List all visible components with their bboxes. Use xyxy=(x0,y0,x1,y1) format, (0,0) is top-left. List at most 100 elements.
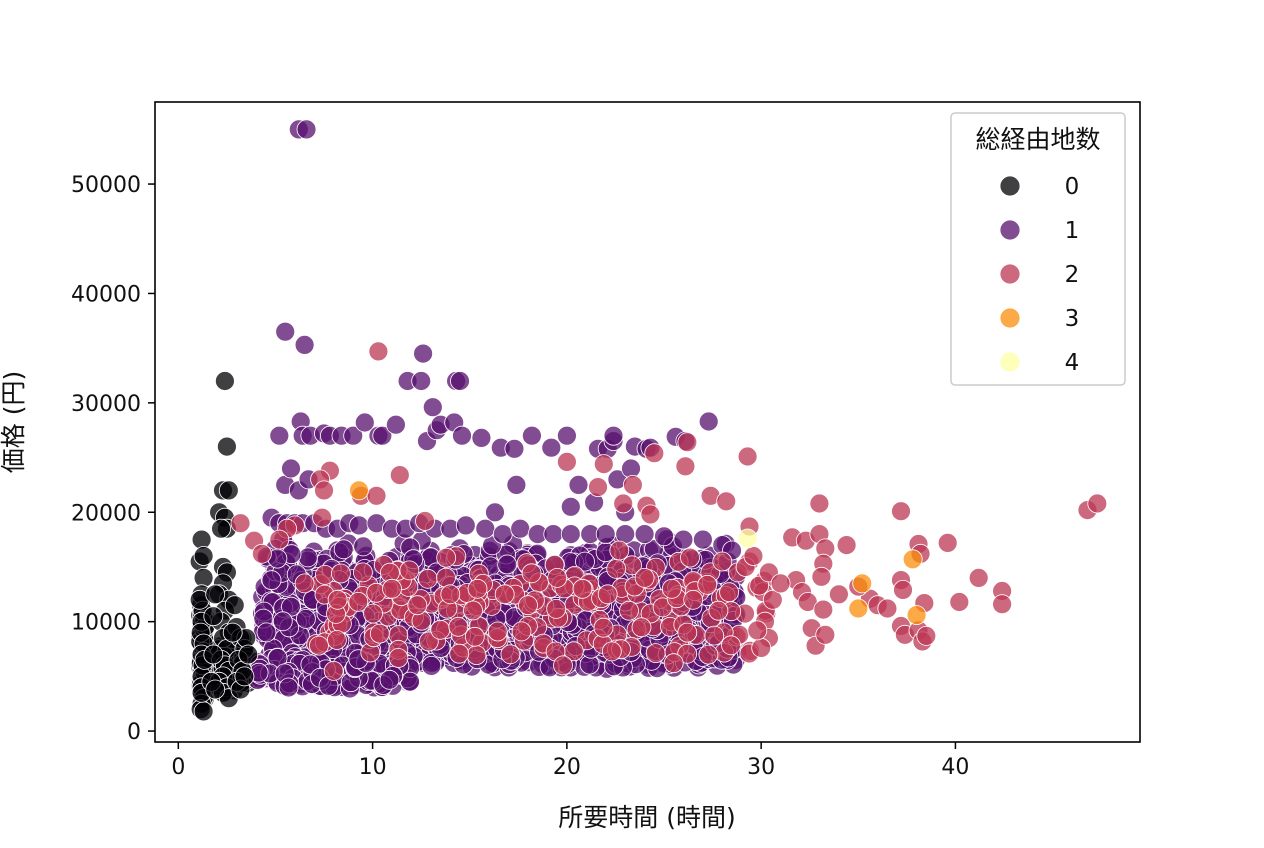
x-tick-label: 20 xyxy=(553,755,581,780)
data-point-series-2 xyxy=(417,568,438,589)
data-point-series-0 xyxy=(193,568,214,588)
data-point-series-2 xyxy=(747,620,768,641)
data-point-series-1 xyxy=(385,414,406,435)
data-point-series-0 xyxy=(224,595,245,616)
data-point-series-2 xyxy=(937,533,958,553)
data-point-series-1 xyxy=(560,496,581,517)
y-axis: 0 10000 20000 30000 40000 50000 xyxy=(71,173,155,745)
data-point-series-2 xyxy=(593,617,614,638)
data-point-series-2 xyxy=(712,551,733,572)
data-point-series-1 xyxy=(568,474,589,495)
data-point-series-1 xyxy=(333,539,354,560)
data-point-series-2 xyxy=(949,592,970,612)
data-point-series-1 xyxy=(492,524,513,544)
data-point-series-2 xyxy=(613,493,634,514)
data-point-series-0 xyxy=(193,546,214,566)
data-point-series-2 xyxy=(891,501,911,522)
data-point-series-3 xyxy=(848,598,869,619)
data-point-series-2 xyxy=(251,543,272,564)
data-point-series-0 xyxy=(222,622,243,643)
data-point-series-0 xyxy=(238,644,259,665)
data-point-series-1 xyxy=(272,611,293,632)
data-point-series-2 xyxy=(500,644,521,665)
legend-entries: 0 1 2 3 4 xyxy=(999,174,1080,376)
data-point-series-1 xyxy=(506,474,527,495)
legend-marker xyxy=(999,307,1021,329)
data-point-series-1 xyxy=(603,425,624,446)
data-point-series-0 xyxy=(214,371,235,391)
data-point-series-0 xyxy=(203,606,224,627)
data-point-series-2 xyxy=(436,567,456,588)
data-point-series-0 xyxy=(218,480,239,501)
data-point-series-0 xyxy=(203,644,224,665)
data-point-series-2 xyxy=(836,535,857,555)
data-point-series-2 xyxy=(448,616,469,637)
data-point-series-1 xyxy=(673,529,694,550)
data-point-series-2 xyxy=(440,584,461,605)
data-point-series-2 xyxy=(601,641,622,662)
data-point-series-1 xyxy=(379,669,400,690)
data-point-series-2 xyxy=(407,595,428,616)
data-point-series-2 xyxy=(553,655,573,676)
data-point-series-2 xyxy=(663,653,684,674)
data-point-series-3 xyxy=(906,605,927,625)
data-point-series-2 xyxy=(597,584,618,605)
data-point-series-2 xyxy=(521,563,542,584)
data-point-series-1 xyxy=(256,622,277,643)
y-tick-label: 30000 xyxy=(71,392,141,417)
data-point-series-2 xyxy=(762,589,783,610)
data-point-series-2 xyxy=(640,504,661,525)
data-point-series-1 xyxy=(278,677,299,698)
data-point-series-1 xyxy=(557,425,577,446)
y-tick-label: 0 xyxy=(127,720,141,745)
data-point-series-1 xyxy=(497,554,518,575)
data-point-series-1 xyxy=(411,371,432,391)
data-point-series-2 xyxy=(547,568,568,588)
data-point-series-2 xyxy=(697,574,718,595)
data-point-series-3 xyxy=(902,549,923,570)
y-tick-label: 50000 xyxy=(71,173,141,198)
data-point-series-0 xyxy=(191,529,212,550)
data-point-series-0 xyxy=(234,666,255,687)
data-point-series-2 xyxy=(388,648,409,668)
legend-label: 3 xyxy=(1065,306,1080,332)
data-point-series-1 xyxy=(595,524,616,544)
legend-label: 2 xyxy=(1065,262,1080,288)
data-point-series-1 xyxy=(475,518,496,539)
data-point-series-2 xyxy=(593,454,614,475)
data-point-series-2 xyxy=(464,626,485,647)
data-point-series-2 xyxy=(893,580,913,600)
data-point-series-1 xyxy=(654,526,674,547)
data-point-series-2 xyxy=(323,661,344,681)
data-point-series-2 xyxy=(619,600,639,621)
data-point-series-1 xyxy=(261,570,282,591)
plot-frame xyxy=(154,101,1141,743)
data-point-series-1 xyxy=(297,547,318,568)
legend-label: 1 xyxy=(1065,218,1080,244)
data-point-series-1 xyxy=(543,524,564,544)
data-point-series-2 xyxy=(813,599,834,620)
data-point-series-2 xyxy=(511,621,532,642)
data-point-series-2 xyxy=(751,638,772,658)
data-point-series-2 xyxy=(683,589,704,610)
data-point-series-2 xyxy=(811,566,832,587)
data-point-series-1 xyxy=(575,551,595,572)
data-point-series-1 xyxy=(504,438,525,459)
data-point-series-1 xyxy=(343,425,364,446)
data-point-series-2 xyxy=(369,623,390,644)
x-tick-label: 0 xyxy=(171,755,185,780)
data-point-series-1 xyxy=(354,412,375,433)
data-point-series-2 xyxy=(330,563,351,584)
legend-box xyxy=(950,112,1126,386)
scatter-points xyxy=(189,119,1108,722)
data-point-series-2 xyxy=(269,529,290,550)
data-point-series-2 xyxy=(743,546,764,566)
data-point-series-0 xyxy=(205,584,226,605)
data-point-series-2 xyxy=(312,507,333,528)
data-point-series-2 xyxy=(829,584,849,605)
data-point-series-1 xyxy=(372,425,393,446)
data-point-series-2 xyxy=(352,562,373,583)
legend-marker xyxy=(999,263,1021,285)
data-point-series-2 xyxy=(677,622,698,643)
data-point-series-2 xyxy=(368,341,389,362)
